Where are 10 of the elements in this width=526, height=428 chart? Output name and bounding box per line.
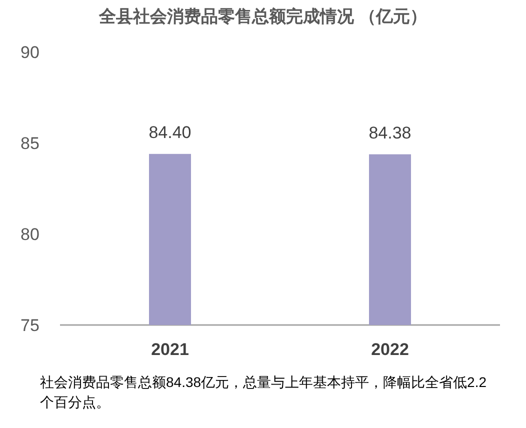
text: 社会消费品零售总额84.38亿元，总量与上年基本持平，降幅比全省低2.2个百分点。: [40, 373, 488, 412]
data-label: 84.38: [368, 123, 412, 142]
y-tick-label: 75: [20, 316, 40, 335]
y-tick-label: 80: [20, 225, 40, 244]
y-tick-label: 90: [20, 43, 40, 62]
y-tick-label: 85: [20, 134, 40, 153]
x-tick-label: 2021: [151, 340, 189, 359]
data-label: 84.40: [148, 122, 192, 142]
x-tick-label: 2022: [371, 340, 409, 359]
title: 全县社会消费品零售总额完成情况 （亿元）: [99, 7, 427, 26]
